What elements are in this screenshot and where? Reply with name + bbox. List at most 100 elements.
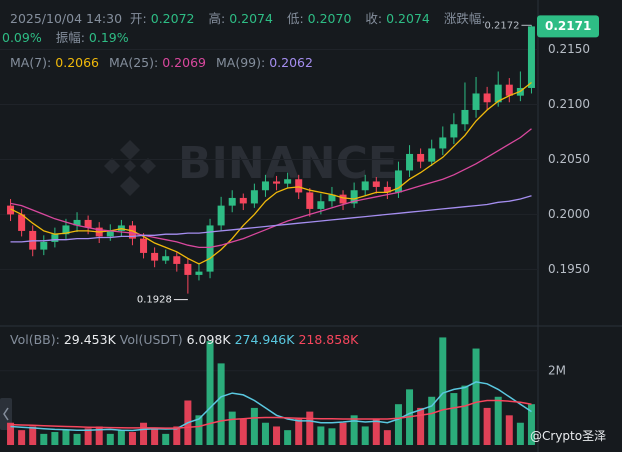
candle-body — [18, 214, 26, 231]
candle-body — [483, 93, 491, 103]
candle-body — [261, 181, 269, 191]
candle-body — [406, 153, 414, 171]
candle-body — [439, 137, 447, 149]
volume-bar — [117, 430, 125, 445]
ohlc-header-2: 0.09% 振幅: 0.19% — [2, 27, 139, 46]
candle-body — [328, 194, 336, 202]
volume-bar — [383, 430, 391, 445]
candle-body — [450, 124, 458, 138]
legend-entry: 274.946K — [234, 332, 295, 347]
volume-bar — [328, 428, 336, 445]
volume-bar — [417, 407, 425, 445]
volume-bar — [439, 337, 447, 445]
volume-bar — [62, 430, 70, 445]
legend-entry: 29.453K — [63, 332, 116, 347]
volume-ma-line — [10, 399, 532, 429]
ma-line — [10, 128, 532, 249]
legend-value: 0.2066 — [55, 55, 100, 70]
volume-bar — [494, 396, 502, 445]
volume-bar — [73, 433, 81, 445]
candle-body — [140, 238, 148, 253]
value: 0.2072 — [150, 11, 195, 26]
label: 开: — [130, 11, 147, 26]
label: 高: — [208, 11, 226, 26]
candle-body — [128, 225, 136, 239]
watermark-logo — [104, 140, 156, 196]
candle-body — [151, 252, 159, 261]
volume-bar — [51, 432, 59, 445]
candle-body — [361, 181, 369, 191]
candle-body — [206, 225, 214, 272]
candle-body — [250, 190, 258, 204]
candle-body — [173, 256, 181, 264]
candle-body — [339, 194, 347, 204]
candle-body — [106, 230, 114, 237]
candle-body — [383, 186, 391, 193]
candle-body — [350, 190, 358, 204]
volume-bar — [372, 419, 380, 445]
candle-body — [239, 197, 247, 204]
candle-body — [40, 241, 48, 250]
volume-legend: Vol(BB): 29.453K Vol(USDT) 6.098K 274.946K 21… — [10, 332, 362, 347]
ma-line — [10, 195, 532, 243]
value: 0.2074 — [229, 11, 273, 26]
candle-body — [505, 84, 513, 96]
candle-body — [228, 197, 236, 206]
volume-bar — [350, 415, 358, 445]
volume-bar — [273, 426, 281, 445]
volume-bar — [516, 422, 524, 445]
volume-bar — [7, 422, 15, 445]
candle-body — [162, 256, 170, 261]
candle-body — [184, 263, 192, 275]
last-price-box — [537, 15, 599, 38]
volume-bar — [140, 422, 148, 445]
volume-bar — [173, 426, 181, 445]
volume-bar — [128, 432, 136, 445]
candle-body — [195, 271, 203, 275]
volume-bar — [483, 407, 491, 445]
collapse-button[interactable] — [0, 398, 12, 430]
label: 振幅: — [55, 30, 85, 45]
candle-body — [417, 153, 425, 162]
volume-bar — [306, 411, 314, 445]
ohlc-header: 2025/10/04 14:30 开: 0.2072 高: 0.2074 低: 0.2… — [10, 8, 490, 27]
y-tick-label: 0.2100 — [548, 97, 590, 111]
candle-body — [217, 205, 225, 226]
label: 收: — [365, 11, 383, 26]
volume-bar — [239, 419, 247, 445]
candle-body — [273, 181, 281, 184]
volume-bar — [95, 426, 103, 445]
value: 0.2070 — [307, 11, 352, 26]
volume-bar — [151, 428, 159, 445]
volume-bar — [361, 426, 369, 445]
candle-body — [461, 109, 469, 125]
volume-bar — [450, 393, 458, 445]
low-label: 0.1928 — [137, 295, 172, 306]
legend-name: MA(25): — [109, 55, 159, 70]
y-tick-label: 0.2050 — [548, 152, 590, 166]
candle-body — [295, 179, 303, 193]
value: 0.09% — [2, 30, 42, 45]
candle-body — [7, 205, 15, 215]
candle-body — [394, 170, 402, 193]
volume-bar — [472, 348, 480, 445]
y-tick-label: 0.1950 — [548, 262, 590, 276]
value: 0.19% — [88, 30, 129, 45]
legend-entry: 218.858K — [298, 332, 359, 347]
candle-body — [84, 219, 92, 228]
candle-body — [73, 219, 81, 226]
volume-bar — [394, 404, 402, 445]
candle-body — [472, 93, 480, 110]
label: 低: — [286, 11, 304, 26]
volume-bar — [40, 433, 48, 445]
volume-bar — [505, 415, 513, 445]
candle-body — [51, 234, 59, 242]
high-label: 0.2172 — [484, 20, 519, 31]
volume-bar — [339, 422, 347, 445]
value: 0.2074 — [386, 11, 430, 26]
candle-body — [317, 201, 325, 209]
legend-entry: 6.098K — [186, 332, 231, 347]
volume-bar — [527, 404, 535, 445]
volume-bar — [29, 426, 37, 445]
